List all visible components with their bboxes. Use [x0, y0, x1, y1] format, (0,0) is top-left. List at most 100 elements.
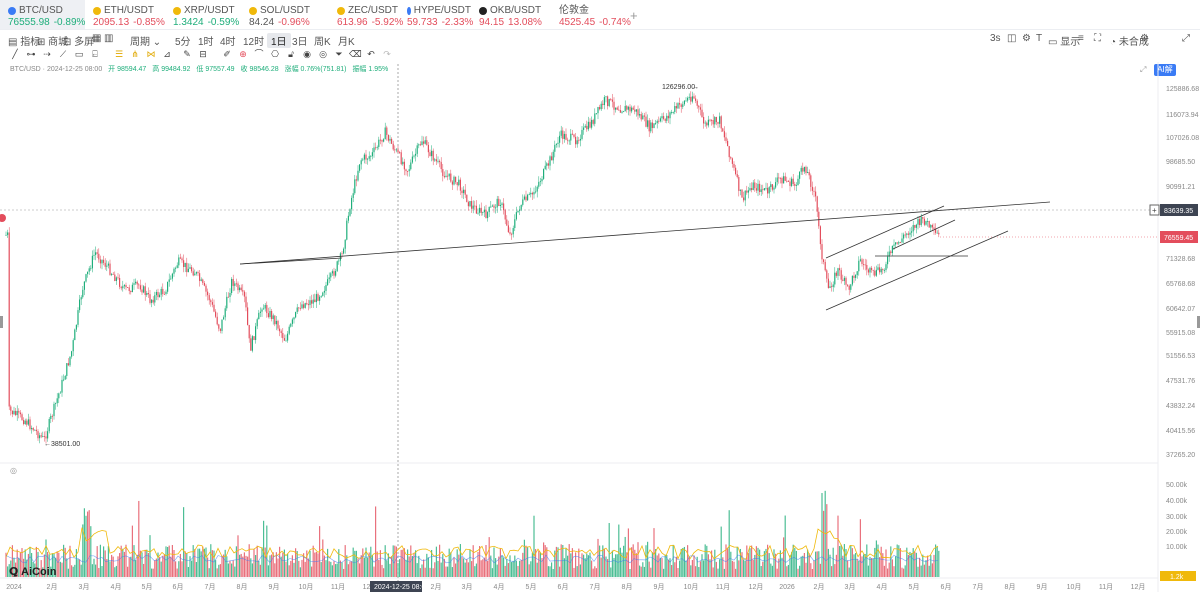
trash-tool-icon[interactable]: ⌫ [349, 49, 362, 59]
text-icon[interactable]: T [1036, 33, 1043, 44]
price-chart[interactable]: 125886.68 116073.94 107026.08 98685.50 90991… [0, 62, 1200, 592]
alert-tool-icon[interactable]: ◎ [319, 49, 327, 59]
ticker-tab[interactable]: 伦敦金 4525.45 -0.74% [551, 0, 631, 29]
volume-bar [907, 554, 909, 577]
volume-bar [443, 558, 445, 577]
volume-bar [144, 549, 146, 577]
fork-tool-icon[interactable]: ⋔ [131, 49, 139, 59]
volume-bar [427, 557, 429, 577]
undo-icon[interactable]: ↶ [367, 49, 375, 59]
filter-tool-icon[interactable]: ⏷ [335, 49, 343, 59]
layout-icon[interactable]: ▦ [92, 33, 102, 44]
trend-tool-icon[interactable]: ⟋ [59, 49, 67, 59]
candle-body [647, 120, 649, 127]
ticker-tab[interactable]: XRP/USDT 1.3424 -0.59% [165, 0, 241, 29]
fullscreen-icon[interactable]: ⛶ [1094, 33, 1101, 44]
volume-bar [130, 556, 132, 577]
interval-month[interactable]: 月K [338, 37, 355, 48]
candle-body [679, 103, 681, 105]
volume-bar [677, 568, 679, 577]
candle-body [763, 188, 765, 190]
volume-bar [67, 568, 69, 577]
date-tick-label: 2月 [814, 583, 825, 591]
volume-bar [416, 563, 418, 577]
candle-body [125, 285, 127, 288]
rect-tool-icon[interactable]: ▭ [74, 49, 84, 59]
candle-body [907, 233, 909, 235]
interval-1h[interactable]: 1时 [198, 37, 214, 48]
interval-3d[interactable]: 3日 [292, 37, 308, 48]
multi-screen-button[interactable]: ⊟ 多屏 [63, 37, 95, 48]
candle-body [896, 242, 898, 244]
interval-week[interactable]: 周K [314, 37, 331, 48]
fib-tool-icon[interactable]: ☰ [114, 49, 124, 59]
period-dropdown[interactable]: 周期 ⌄ [130, 37, 162, 48]
note-tool-icon[interactable]: ⊟ [199, 49, 207, 59]
ticker-tab[interactable]: ZEC/USDT 613.96 -5.92% [329, 0, 403, 29]
brush-tool-icon[interactable]: ✎ [183, 49, 191, 59]
candle-body [480, 207, 482, 213]
interval-1d[interactable]: 1日 [267, 33, 291, 48]
chart-type-icon[interactable]: ▥ [104, 33, 114, 44]
shop-button[interactable]: ⊞ 商城 [37, 37, 69, 48]
ticker-tab[interactable]: HYPE/USDT 59.733 -2.33% [399, 0, 473, 29]
not-merged-toggle[interactable]: ◔ 未合成 [1110, 37, 1149, 48]
candle-body [399, 152, 401, 153]
volume-bar [211, 550, 213, 577]
volume-bar [776, 568, 778, 577]
refresh-rate[interactable]: 3s [990, 33, 1001, 44]
ray-tool-icon[interactable]: ⇢ [43, 49, 51, 59]
volume-bar [357, 558, 359, 577]
hline-tool-icon[interactable]: ⊶ [26, 49, 36, 59]
eye-tool-icon[interactable]: ◉ [303, 49, 311, 59]
interval-4h[interactable]: 4时 [220, 37, 236, 48]
ticker-tab[interactable]: SOL/USDT 84.24 -0.96% [241, 0, 329, 29]
volume-bar [315, 551, 317, 577]
volume-bar [173, 550, 175, 577]
unlock-tool-icon[interactable]: 🔓︎ [288, 49, 294, 59]
candle-body [154, 295, 156, 303]
right-collapse-handle [1197, 316, 1200, 328]
ticker-tab[interactable]: BTC/USD 76555.98 -0.89% [0, 0, 85, 29]
candle-body [397, 149, 399, 153]
candle-body [299, 307, 301, 309]
gear-small-icon[interactable]: ⚙ [1140, 33, 1149, 44]
volume-bar [827, 548, 829, 577]
candle-body [853, 275, 855, 278]
indicators-button[interactable]: ▤ 指标 [8, 37, 41, 48]
stack-icon[interactable]: ≡ [1078, 33, 1084, 44]
volume-bar [117, 556, 119, 577]
camera-icon[interactable]: ◫ [1007, 33, 1017, 44]
candle-body [341, 253, 343, 255]
display-button[interactable]: ▭ 显示 [1048, 37, 1081, 48]
candle-body [349, 209, 351, 216]
ticker-tab[interactable]: OKB/USDT 94.15 13.08% [471, 0, 551, 29]
candle-body [187, 268, 189, 273]
ai-button[interactable]: AI解读 [1154, 64, 1176, 86]
magnet-tool-icon[interactable]: ⊕ [239, 49, 247, 59]
add-tab-icon[interactable]: + [630, 8, 638, 23]
volume-bar [231, 563, 233, 577]
candle-body [232, 278, 234, 286]
ticker-tab[interactable]: ETH/USDT 2095.13 -0.85% [85, 0, 165, 29]
expand-icon[interactable]: ⤢ [1182, 33, 1190, 44]
volume-bar [127, 566, 129, 577]
candle-body [58, 393, 60, 399]
pencil-tool-icon[interactable]: ✐ [223, 49, 231, 59]
ruler-tool-icon[interactable]: ⊿ [163, 49, 171, 59]
line-tool-icon[interactable]: ╱ [12, 49, 18, 59]
interval-12h[interactable]: 12时 [243, 37, 265, 48]
candle-body [459, 179, 461, 191]
interval-5m[interactable]: 5分 [175, 37, 191, 48]
candle-body [797, 178, 799, 186]
candle-body [120, 286, 122, 289]
redo-icon[interactable]: ↷ [383, 49, 391, 59]
candle-body [173, 268, 175, 274]
volume-bar [370, 546, 372, 577]
lock-tool-icon[interactable]: ⎔ [271, 49, 279, 59]
volume-bar [715, 561, 717, 577]
text-tool-icon[interactable]: ⍇ [92, 49, 98, 59]
measure-tool-icon[interactable]: ⌒ [254, 49, 264, 59]
pattern-tool-icon[interactable]: ⋈ [146, 49, 156, 59]
settings-icon[interactable]: ⚙ [1022, 33, 1031, 44]
